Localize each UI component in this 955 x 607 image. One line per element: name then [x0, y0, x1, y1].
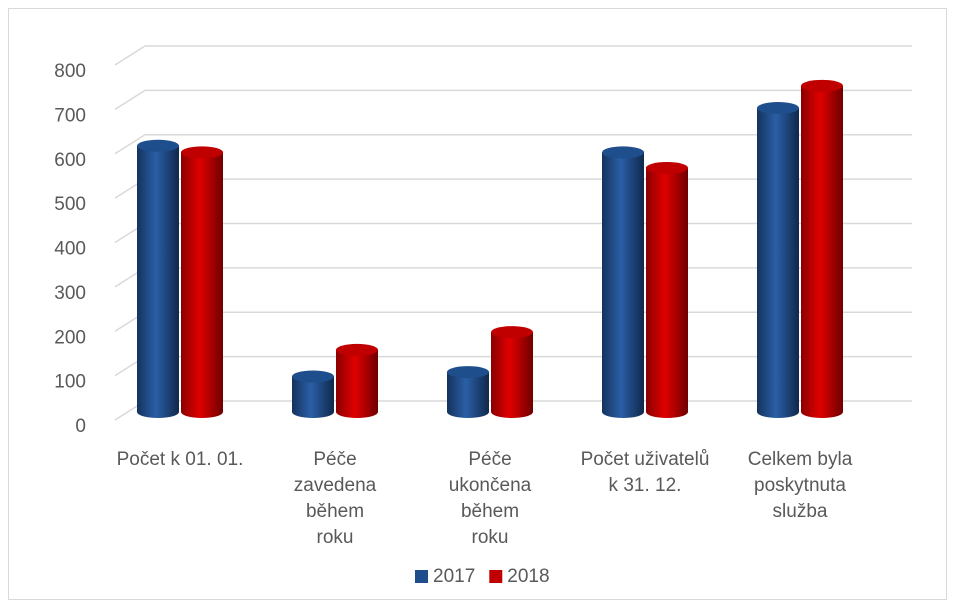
bar — [336, 349, 378, 418]
bar — [757, 108, 799, 418]
legend-label: 2017 — [433, 566, 475, 587]
legend-label: 2018 — [507, 566, 549, 587]
bar-top — [801, 79, 843, 92]
grid-line — [114, 134, 912, 155]
bar-top — [137, 139, 179, 152]
bar — [646, 167, 688, 418]
y-tick-label: 800 — [54, 61, 86, 82]
legend-swatch — [415, 570, 428, 583]
y-tick-label: 500 — [54, 194, 86, 215]
bar-top — [447, 366, 489, 379]
y-tick-label: 600 — [54, 150, 86, 171]
y-tick-label: 700 — [54, 105, 86, 126]
bar-top — [757, 102, 799, 115]
grid-line — [114, 45, 912, 66]
bar-top — [292, 370, 334, 383]
y-tick-label: 400 — [54, 239, 86, 260]
y-tick-label: 300 — [54, 283, 86, 304]
bar-top — [181, 146, 223, 159]
bar-top — [336, 343, 378, 356]
bar — [137, 145, 179, 418]
y-tick-label: 100 — [54, 372, 86, 393]
bar — [447, 372, 489, 418]
legend-swatch — [489, 570, 503, 583]
bar-top — [646, 161, 688, 174]
x-tick-label: Péče ukončena během roku — [448, 449, 532, 548]
bar-top — [602, 146, 644, 159]
x-tick-label: Počet uživatelů k 31. 12. — [580, 449, 710, 496]
y-tick-label: 200 — [54, 327, 86, 348]
x-tick-label: Péče zavedena během roku — [293, 449, 377, 548]
grid-line — [114, 89, 912, 111]
y-tick-label: 0 — [75, 416, 86, 437]
x-tick-label: Celkem byla poskytnuta služba — [747, 449, 853, 522]
bar — [292, 376, 334, 418]
bar — [181, 152, 223, 418]
bar — [491, 332, 533, 418]
bar — [801, 85, 843, 418]
bar-top — [491, 326, 533, 339]
x-tick-label: Počet k 01. 01. — [116, 449, 244, 470]
chart-border — [8, 8, 947, 600]
bar — [602, 152, 644, 418]
